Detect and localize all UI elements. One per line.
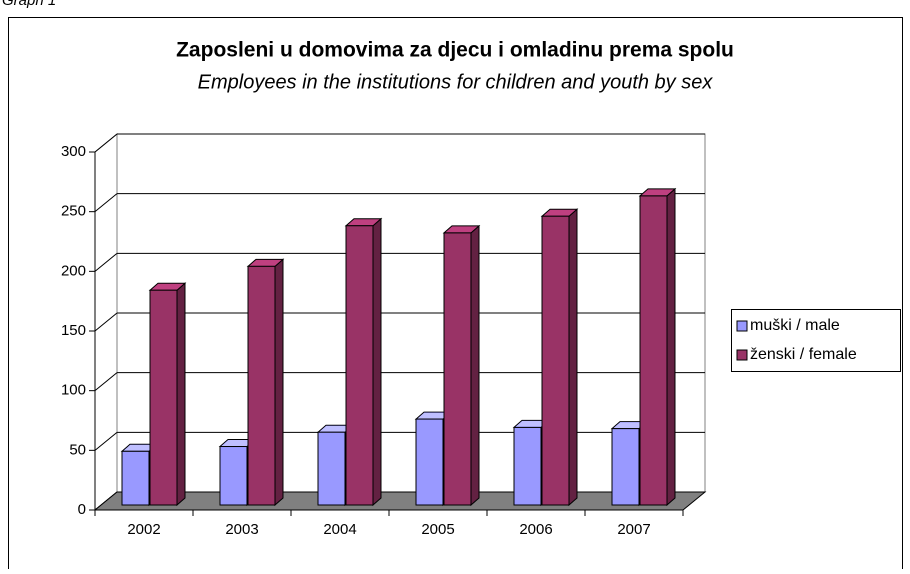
bar-side [666, 187, 676, 507]
bar-front [443, 232, 472, 506]
chart-title: Zaposleni u domovima za djecu i omladinu… [176, 39, 734, 62]
bar-front [345, 225, 374, 506]
bar [540, 208, 579, 507]
bar-front [317, 431, 346, 506]
bar-front [247, 265, 276, 506]
x-tick-label: 2002 [127, 521, 160, 538]
side-grid-line [94, 193, 118, 213]
y-tick-label: 250 [61, 203, 86, 220]
y-tick-label: 150 [61, 322, 86, 339]
y-tick-label: 100 [61, 382, 86, 399]
bar-side [176, 282, 186, 507]
bar-front [415, 418, 444, 506]
bar-side [274, 258, 284, 507]
caption: Graph 1 [2, 0, 56, 9]
legend-label: ženski / female [750, 346, 857, 363]
bar-front [513, 426, 542, 506]
x-tick-label: 2006 [519, 521, 552, 538]
x-tick-label: 2005 [421, 521, 454, 538]
side-grid-line [94, 312, 118, 332]
y-tick-label: 200 [61, 262, 86, 279]
bar-front [611, 428, 640, 506]
y-tick-label: 0 [78, 501, 86, 518]
y-tick-label: 300 [61, 143, 86, 160]
legend [731, 309, 901, 372]
bar [246, 258, 285, 507]
bar-side [470, 224, 480, 507]
side-grid-line [94, 372, 118, 392]
bar-front [639, 195, 668, 506]
bar-side [568, 208, 578, 507]
side-grid-line [94, 431, 118, 451]
side-grid-line [94, 252, 118, 272]
bar-front [219, 446, 248, 506]
legend-swatch [736, 349, 748, 361]
bar-front [149, 289, 178, 506]
x-tick-label: 2004 [323, 521, 356, 538]
bar [442, 224, 481, 507]
y-tick-label: 50 [69, 441, 86, 458]
legend-swatch [736, 320, 748, 332]
bar-side [372, 217, 382, 507]
bar-front [121, 450, 150, 506]
legend-label: muški / male [750, 317, 840, 334]
bar [148, 282, 187, 507]
bar [638, 187, 677, 507]
bar [344, 217, 383, 507]
side-grid-line [94, 133, 118, 153]
chart-subtitle: Employees in the institutions for childr… [198, 71, 714, 93]
x-tick-label: 2007 [617, 521, 650, 538]
bar-front [541, 215, 570, 506]
x-tick-label: 2003 [225, 521, 258, 538]
